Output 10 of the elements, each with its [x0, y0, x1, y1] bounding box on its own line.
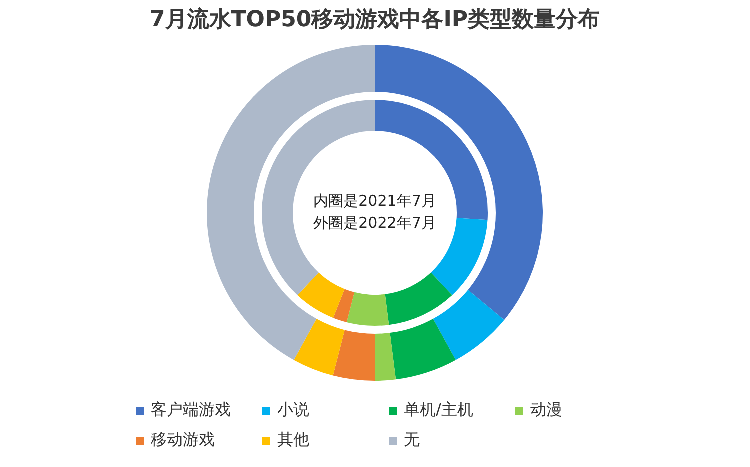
legend-label: 无 — [404, 430, 420, 450]
legend-label: 其他 — [278, 430, 310, 450]
text: 外圈是2022年7月 — [314, 214, 436, 232]
legend-label: 客户端游戏 — [151, 400, 231, 420]
chart-title: 7月流水TOP50移动游戏中各IP类型数量分布 — [150, 6, 600, 33]
text: 内圈是2021年7月 — [314, 192, 436, 210]
legend-label: 单机/主机 — [404, 400, 474, 420]
legend-label: 移动游戏 — [151, 430, 215, 450]
legend-label: 小说 — [278, 400, 310, 420]
legend-label: 动漫 — [530, 400, 562, 420]
